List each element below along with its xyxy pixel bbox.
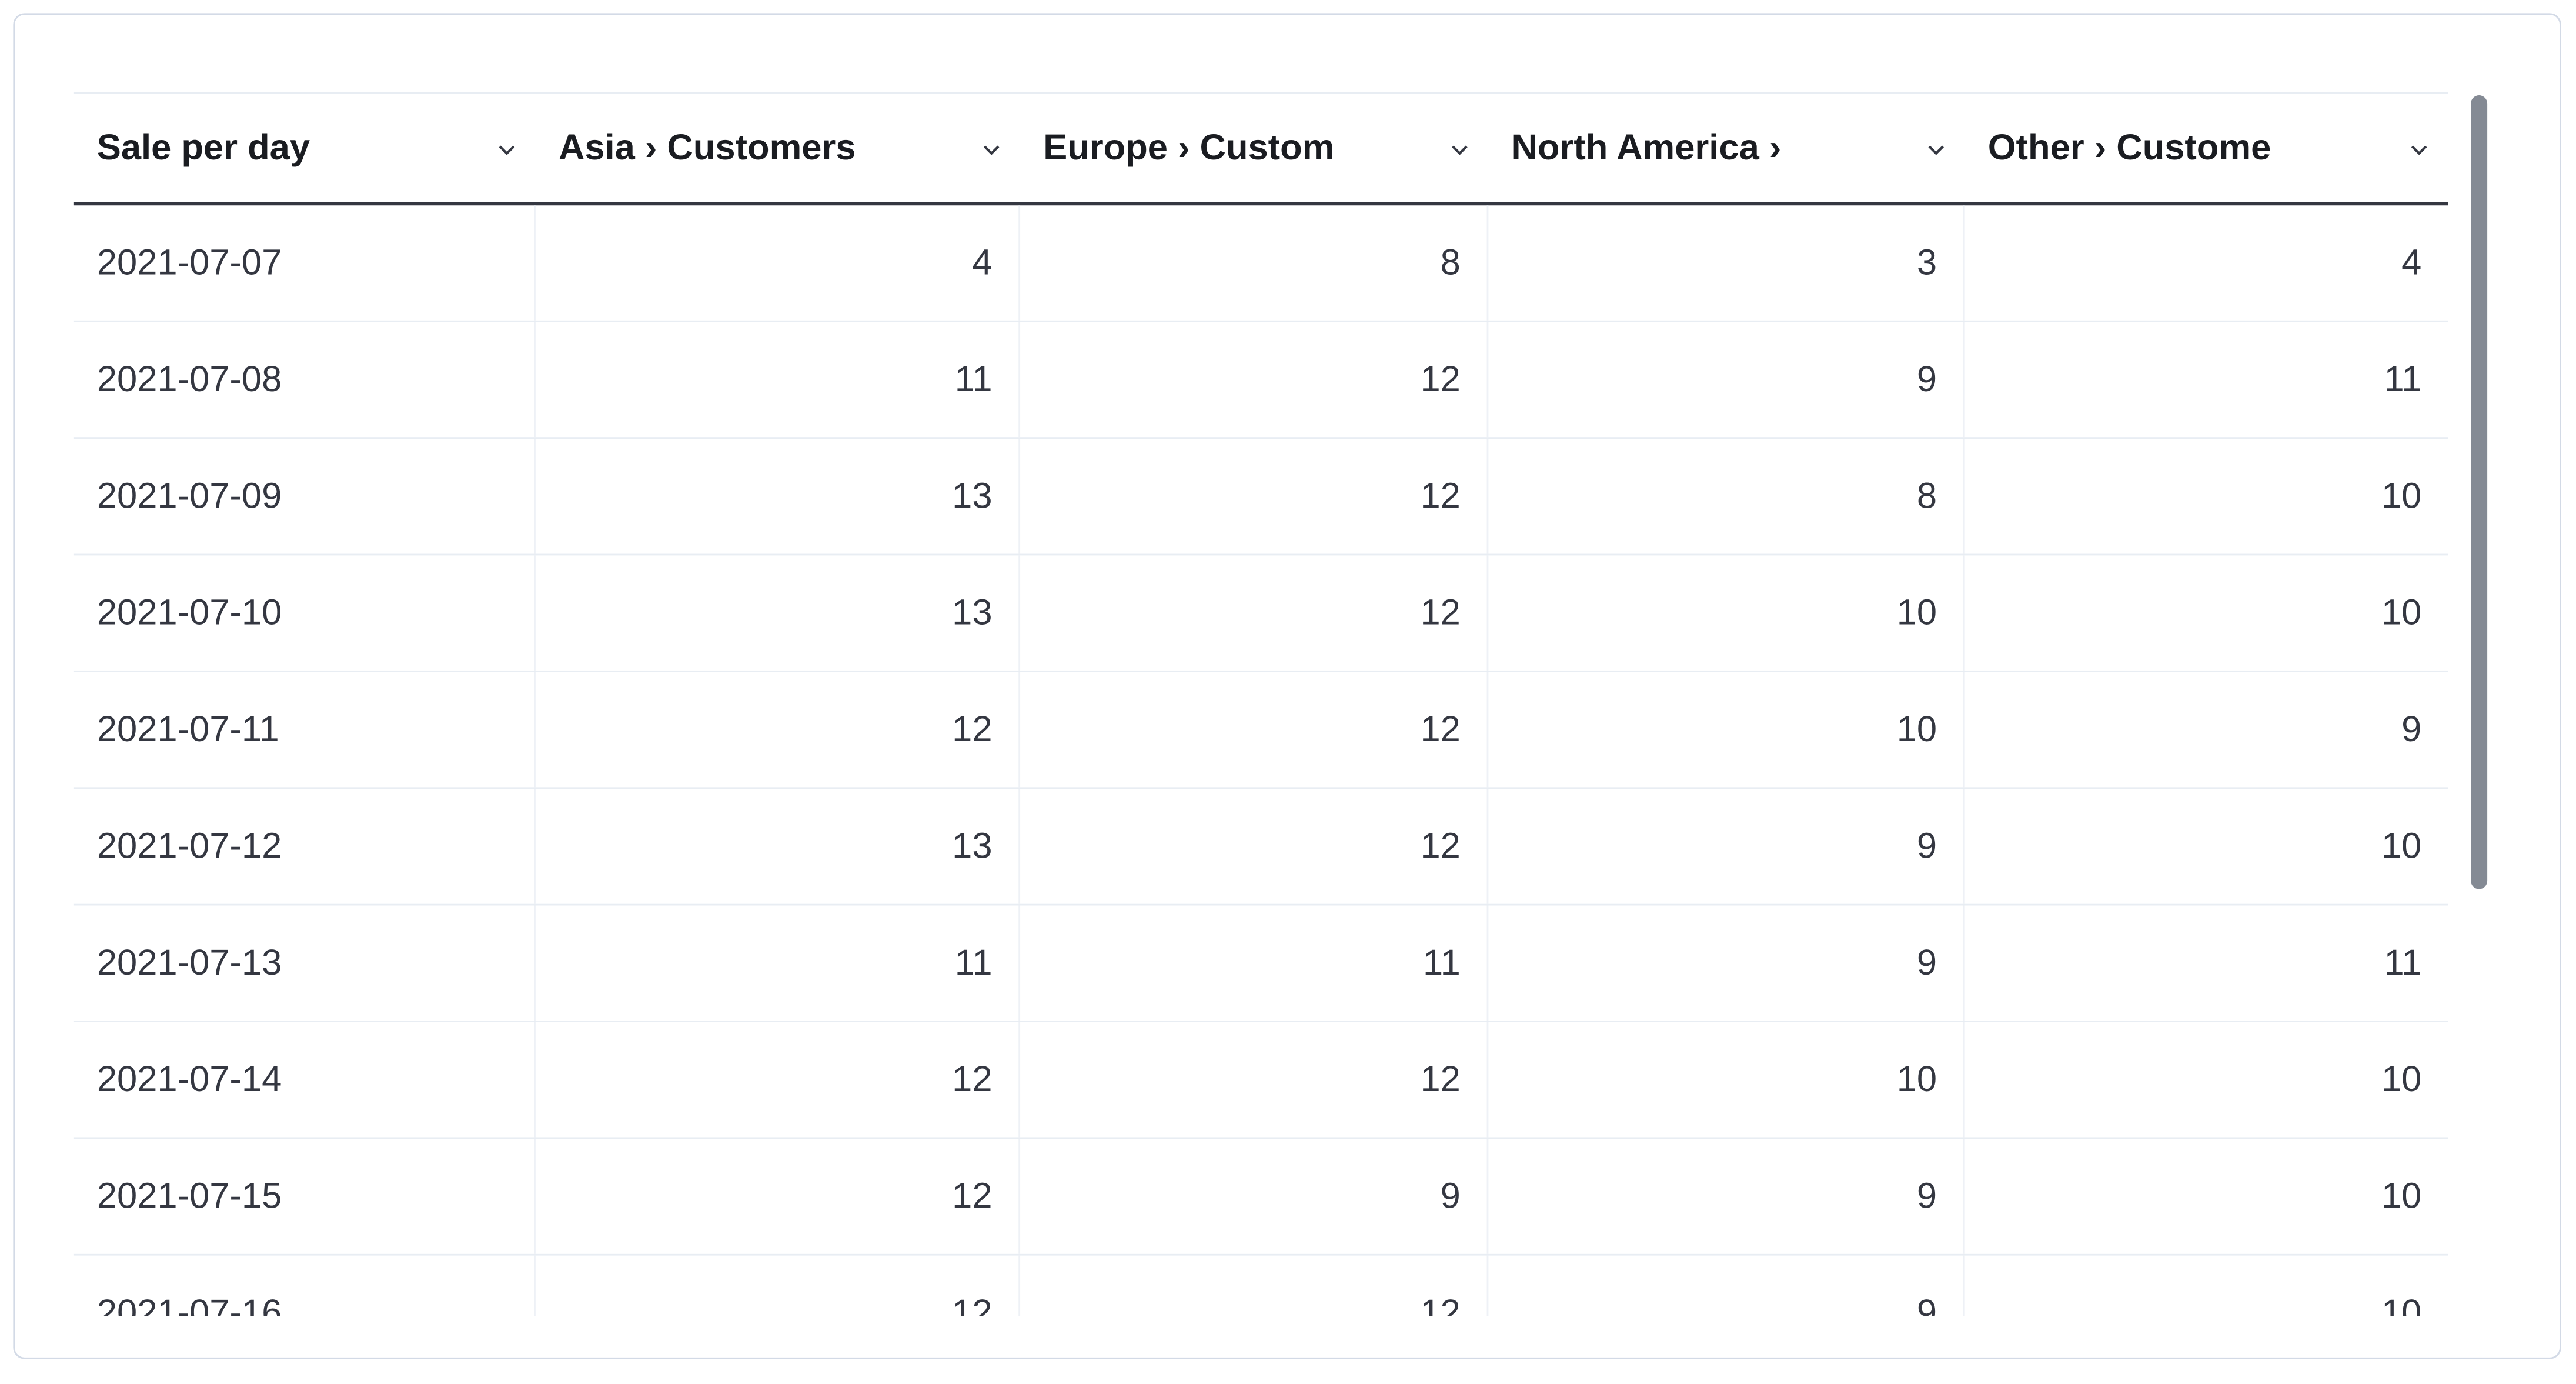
table-cell-value: 12 bbox=[536, 1139, 1021, 1254]
table-row: 2021-07-16 12 12 9 10 bbox=[74, 1255, 2448, 1316]
table-cell-value: 4 bbox=[536, 205, 1021, 321]
table-cell-value: 12 bbox=[1020, 1022, 1489, 1138]
column-header-label: North America › bbox=[1511, 126, 1782, 168]
table-cell-date: 2021-07-09 bbox=[74, 438, 536, 554]
table-cell-value: 10 bbox=[2381, 825, 2422, 866]
table-row: 2021-07-13 11 11 9 11 bbox=[73, 905, 2448, 1022]
table-cell-date: 2021-07-12 bbox=[74, 789, 536, 904]
table-cell-value: 12 bbox=[1020, 322, 1489, 438]
table-cell-value: 12 bbox=[536, 1022, 1021, 1138]
table-cell-value: 13 bbox=[536, 438, 1021, 554]
column-header-label: Sale per day bbox=[96, 126, 310, 168]
column-header-label: Asia › Customers bbox=[558, 126, 856, 168]
table-row: 2021-07-15 12 9 9 10 bbox=[73, 1139, 2448, 1256]
table-cell-value: 10 bbox=[2381, 1175, 2422, 1216]
vertical-scrollbar-thumb[interactable] bbox=[2471, 95, 2488, 889]
table-cell-value: 10 bbox=[1488, 1022, 1965, 1138]
table-row: 2021-07-14 12 12 10 10 bbox=[73, 1022, 2448, 1139]
table-cell-date: 2021-07-14 bbox=[74, 1022, 536, 1138]
column-header-label: Other › Custome bbox=[1987, 126, 2271, 168]
chevron-down-icon[interactable] bbox=[2407, 136, 2431, 161]
chevron-down-icon[interactable] bbox=[979, 136, 1004, 161]
table-cell-date: 2021-07-15 bbox=[74, 1139, 536, 1254]
chevron-down-icon[interactable] bbox=[1448, 136, 1472, 161]
table-cell-value: 13 bbox=[536, 555, 1021, 671]
table-cell-value: 13 bbox=[536, 789, 1021, 904]
table-cell-value: 9 bbox=[1488, 322, 1965, 438]
table-cell-value: 11 bbox=[2384, 941, 2422, 983]
table-cell-value: 10 bbox=[1488, 672, 1965, 788]
table-cell-value: 11 bbox=[536, 322, 1021, 438]
table-cell-value: 8 bbox=[1488, 438, 1965, 554]
table-cell-value: 4 bbox=[2401, 241, 2422, 283]
table-cell-value: 12 bbox=[1020, 1255, 1489, 1316]
table-cell-value: 12 bbox=[536, 672, 1021, 788]
table-cell-value: 8 bbox=[1020, 205, 1489, 321]
table-row: 2021-07-09 13 12 8 10 bbox=[73, 438, 2448, 556]
table-cell-value: 11 bbox=[2384, 358, 2422, 399]
table-cell-date: 2021-07-13 bbox=[74, 905, 536, 1021]
column-header-sale-per-day[interactable]: Sale per day bbox=[74, 94, 536, 202]
table-cell-value: 9 bbox=[1488, 789, 1965, 904]
table-cell-date: 2021-07-10 bbox=[74, 555, 536, 671]
table-cell-value: 12 bbox=[1020, 438, 1489, 554]
table-row: 2021-07-12 13 12 9 10 bbox=[73, 789, 2448, 906]
column-header-label: Europe › Custom bbox=[1043, 126, 1335, 168]
table-row: 2021-07-11 12 12 10 9 bbox=[73, 672, 2448, 789]
table-cell-value: 11 bbox=[536, 905, 1021, 1021]
table-cell-value: 10 bbox=[2381, 1058, 2422, 1100]
table-cell-value: 12 bbox=[536, 1255, 1021, 1316]
table-cell-value: 9 bbox=[1488, 905, 1965, 1021]
data-table-card: Sale per day Asia › Customers Europe › C… bbox=[13, 13, 2561, 1359]
table-cell-value: 10 bbox=[1488, 555, 1965, 671]
table-cell-value: 9 bbox=[1020, 1139, 1489, 1254]
column-header-other-customers[interactable]: Other › Custome bbox=[1965, 94, 2448, 202]
table-cell-value: 11 bbox=[1020, 905, 1489, 1021]
table-cell-value: 12 bbox=[1020, 555, 1489, 671]
table-cell-date: 2021-07-16 bbox=[74, 1255, 536, 1316]
table-row: 2021-07-07 4 8 3 4 bbox=[73, 205, 2448, 322]
chevron-down-icon[interactable] bbox=[495, 136, 519, 161]
table-cell-date: 2021-07-07 bbox=[74, 205, 536, 321]
table-cell-value: 3 bbox=[1488, 205, 1965, 321]
table-cell-value: 9 bbox=[1488, 1255, 1965, 1316]
table-cell-value: 9 bbox=[2401, 708, 2422, 750]
table-cell-date: 2021-07-11 bbox=[74, 672, 536, 788]
table-cell-date: 2021-07-08 bbox=[74, 322, 536, 438]
table-cell-value: 12 bbox=[1020, 672, 1489, 788]
table-row: 2021-07-10 13 12 10 10 bbox=[73, 555, 2448, 672]
data-table: Sale per day Asia › Customers Europe › C… bbox=[73, 92, 2448, 1316]
table-cell-value: 10 bbox=[2381, 1292, 2422, 1316]
column-header-north-america-customers[interactable]: North America › bbox=[1488, 94, 1964, 202]
column-header-asia-customers[interactable]: Asia › Customers bbox=[536, 94, 1020, 202]
table-row: 2021-07-08 11 12 9 11 bbox=[73, 322, 2448, 439]
table-cell-value: 10 bbox=[2381, 591, 2422, 633]
table-header-row: Sale per day Asia › Customers Europe › C… bbox=[73, 92, 2448, 206]
table-cell-value: 9 bbox=[1488, 1139, 1965, 1254]
column-header-europe-customers[interactable]: Europe › Custom bbox=[1020, 94, 1488, 202]
table-cell-value: 10 bbox=[2381, 475, 2422, 516]
table-cell-value: 12 bbox=[1020, 789, 1489, 904]
chevron-down-icon[interactable] bbox=[1924, 136, 1949, 161]
